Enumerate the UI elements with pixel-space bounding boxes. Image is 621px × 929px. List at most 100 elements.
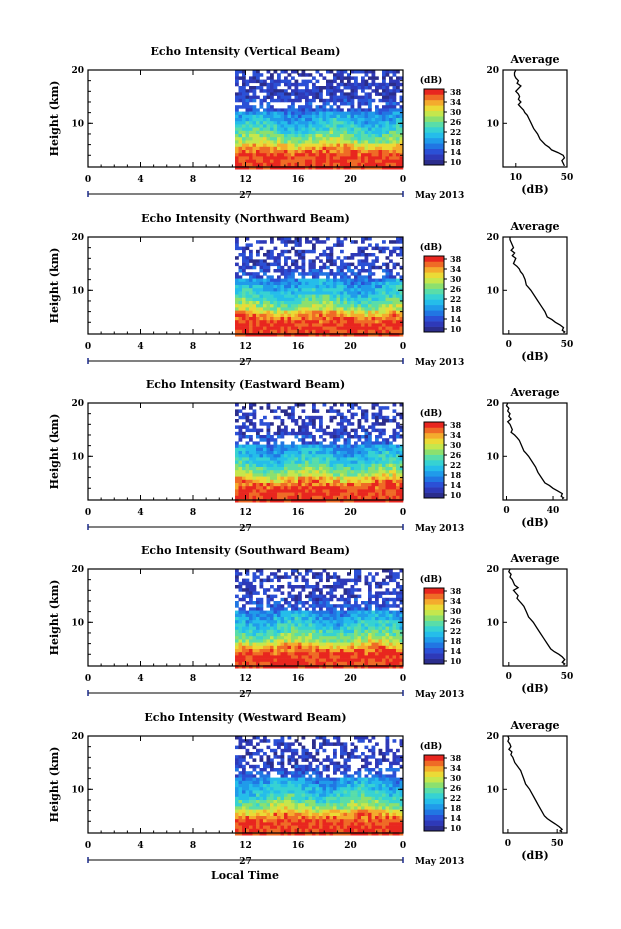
y-tick-label: 10 bbox=[71, 286, 84, 296]
y-axis-label: Height (km) bbox=[48, 248, 61, 324]
average-x-tick-label: 0 bbox=[506, 340, 512, 350]
y-axis-label: Height (km) bbox=[48, 81, 61, 157]
x-tick-label: 12 bbox=[239, 674, 252, 684]
date-label: May 2013 bbox=[415, 857, 464, 867]
colorbar-tick: 30 bbox=[450, 107, 462, 117]
heatmap-cells bbox=[235, 237, 404, 337]
colorbar-tick: 30 bbox=[450, 773, 462, 783]
colorbar-tick: 30 bbox=[450, 606, 462, 616]
colorbar-tick: 14 bbox=[450, 480, 462, 490]
heatmap-cells bbox=[235, 569, 404, 669]
average-x-label: (dB) bbox=[521, 183, 548, 196]
colorbar-tick: 22 bbox=[450, 793, 461, 803]
colorbar-tick: 10 bbox=[450, 656, 462, 666]
x-tick-label: 20 bbox=[344, 674, 357, 684]
x-tick-label: 12 bbox=[239, 342, 252, 352]
x-tick-label: 12 bbox=[239, 175, 252, 185]
x-ticks: 0 4 8 12 16 20 0 bbox=[85, 403, 406, 518]
x-tick-label: 4 bbox=[137, 841, 143, 851]
panel-3: Echo Intensity (Eastward Beam)2010Height… bbox=[48, 378, 568, 534]
average-frame bbox=[502, 735, 568, 834]
x-tick-label: 16 bbox=[292, 674, 305, 684]
colorbar-tick: 38 bbox=[450, 254, 462, 264]
colorbar-label: (dB) bbox=[420, 408, 442, 419]
x-tick-label: 0 bbox=[400, 342, 406, 352]
x-tick-label: 16 bbox=[292, 175, 305, 185]
colorbar-tick: 34 bbox=[450, 430, 462, 440]
panel-title: Echo Intensity (Eastward Beam) bbox=[146, 378, 345, 391]
average-profile: Average 20 10 0 50(dB) bbox=[486, 719, 568, 862]
x-tick-label: 4 bbox=[137, 508, 143, 518]
colorbar-tick: 18 bbox=[450, 137, 462, 147]
heatmap-cells bbox=[235, 403, 404, 503]
average-frame bbox=[502, 236, 568, 335]
panel-title: Echo Intensity (Westward Beam) bbox=[144, 711, 346, 724]
average-x-tick-label: 50 bbox=[561, 173, 574, 183]
x-tick-label: 8 bbox=[190, 841, 196, 851]
colorbar-tick: 10 bbox=[450, 823, 462, 833]
x-axis-label: Local Time bbox=[211, 869, 279, 882]
date-label: May 2013 bbox=[415, 690, 464, 700]
day-label: 27 bbox=[239, 191, 252, 201]
average-title: Average bbox=[509, 719, 559, 732]
colorbar-tick: 14 bbox=[450, 314, 462, 324]
panel-title: Echo Intensity (Northward Beam) bbox=[141, 212, 350, 225]
colorbar-tick: 26 bbox=[450, 117, 462, 127]
colorbar-tick: 26 bbox=[450, 450, 462, 460]
average-y-tick-label: 10 bbox=[486, 119, 499, 129]
x-tick-label: 8 bbox=[190, 175, 196, 185]
average-profile-line bbox=[508, 568, 566, 666]
colorbar-tick: 22 bbox=[450, 460, 461, 470]
panel-5: Echo Intensity (Westward Beam)2010Height… bbox=[48, 711, 568, 867]
x-tick-label: 0 bbox=[85, 508, 91, 518]
colorbar-tick: 14 bbox=[450, 646, 462, 656]
colorbar-tick: 22 bbox=[450, 294, 461, 304]
colorbar-tick: 34 bbox=[450, 763, 462, 773]
colorbar-label: (dB) bbox=[420, 574, 442, 585]
x-tick-label: 8 bbox=[190, 508, 196, 518]
panel-title: Echo Intensity (Vertical Beam) bbox=[150, 45, 340, 58]
x-tick-label: 4 bbox=[137, 674, 143, 684]
average-x-label: (dB) bbox=[521, 849, 548, 862]
x-tick-label: 16 bbox=[292, 841, 305, 851]
average-x-label: (dB) bbox=[521, 682, 548, 695]
colorbar-tick: 26 bbox=[450, 284, 462, 294]
colorbar-tick: 18 bbox=[450, 803, 462, 813]
day-label: 27 bbox=[239, 524, 252, 534]
colorbar-tick: 34 bbox=[450, 97, 462, 107]
colorbar-tick: 26 bbox=[450, 616, 462, 626]
average-profile-line bbox=[507, 735, 564, 833]
x-tick-label: 0 bbox=[85, 841, 91, 851]
average-profile-line bbox=[513, 69, 566, 167]
x-tick-label: 8 bbox=[190, 674, 196, 684]
y-tick-label: 10 bbox=[71, 119, 84, 129]
date-label: May 2013 bbox=[415, 191, 464, 201]
average-x-tick-label: 0 bbox=[505, 839, 511, 849]
date-label: May 2013 bbox=[415, 358, 464, 368]
x-ticks: 0 4 8 12 16 20 0 bbox=[85, 237, 406, 352]
y-tick-label: 10 bbox=[71, 785, 84, 795]
colorbar-tick: 34 bbox=[450, 264, 462, 274]
average-y-tick-label: 20 bbox=[486, 233, 499, 243]
x-tick-label: 4 bbox=[137, 175, 143, 185]
average-y-tick-label: 20 bbox=[486, 399, 499, 409]
y-axis-label: Height (km) bbox=[48, 414, 61, 490]
average-profile-line bbox=[509, 237, 566, 334]
heatmap-cells bbox=[235, 736, 404, 836]
average-title: Average bbox=[509, 53, 559, 66]
colorbar-tick: 30 bbox=[450, 274, 462, 284]
colorbar-tick: 38 bbox=[450, 586, 462, 596]
colorbar-tick: 18 bbox=[450, 636, 462, 646]
average-title: Average bbox=[509, 220, 559, 233]
colorbar-tick: 18 bbox=[450, 470, 462, 480]
colorbar-tick: 10 bbox=[450, 490, 462, 500]
panel-1: Echo Intensity (Vertical Beam)2010Height… bbox=[48, 45, 573, 201]
average-frame bbox=[502, 568, 568, 667]
